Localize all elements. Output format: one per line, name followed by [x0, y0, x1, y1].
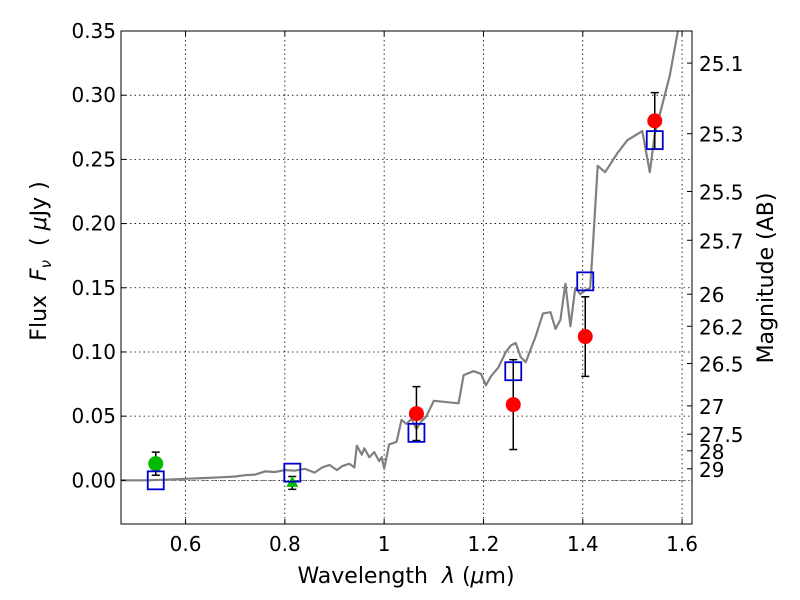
y2-tick-label: 27.5	[699, 423, 744, 447]
model-flux-square	[645, 130, 664, 151]
y2-tick-label: 27	[699, 395, 724, 419]
y2-tick-label: 29	[699, 458, 724, 482]
data-markers	[146, 113, 664, 491]
x-tick-labels: 0.6 0.8 1 1.2 1.4 1.6	[170, 532, 698, 556]
y2-tick-label: 25.3	[699, 123, 744, 147]
y2-tick-label: 25.7	[699, 229, 744, 253]
y2-tick-label: 25.5	[699, 180, 744, 204]
y2-tick-label: 25.1	[699, 52, 744, 76]
sed-model-line-group	[121, 31, 680, 482]
y-tick-label: 0.15	[71, 276, 116, 300]
model-flux-square	[504, 361, 523, 382]
model-flux-square	[146, 470, 165, 491]
observed-flux-point	[577, 329, 593, 345]
y-tick-labels: 0.00 0.05 0.10 0.15 0.20 0.25 0.30 0.35	[71, 19, 116, 492]
y-tick-label: 0.25	[71, 147, 116, 171]
model-flux-square	[407, 422, 426, 443]
model-flux-square	[576, 271, 595, 292]
x-axis-label: Wavelength λ (μm)	[297, 564, 514, 589]
x-tick-label: 0.6	[170, 532, 202, 556]
y-tick-label: 0.00	[71, 468, 116, 492]
x-tick-label: 1.4	[567, 532, 599, 556]
y-axis-label: Flux Fν ( μJy )	[27, 181, 55, 340]
x-tick-label: 1	[378, 532, 391, 556]
y2-tick-label: 26.2	[699, 315, 744, 339]
sed-model-line	[121, 31, 680, 482]
y-tick-label: 0.30	[71, 83, 116, 107]
y2-tick-label: 26.5	[699, 353, 744, 377]
observed-flux-point	[505, 397, 521, 413]
y2-tick-label: 28	[699, 440, 724, 464]
x-tick-label: 1.6	[666, 532, 698, 556]
observed-flux-point	[647, 113, 663, 129]
x-tick-label: 1.2	[468, 532, 500, 556]
x-tick-label: 0.8	[269, 532, 301, 556]
y-tick-label: 0.10	[71, 340, 116, 364]
y2-axis-label: Magnitude (AB)	[754, 193, 779, 364]
observed-flux-point	[408, 406, 424, 422]
axis-ticks	[121, 30, 692, 524]
observed-flux-point	[148, 456, 164, 472]
y-tick-label: 0.35	[71, 19, 116, 43]
y-tick-label: 0.20	[71, 212, 116, 236]
model-flux-square	[283, 462, 302, 483]
y2-tick-label: 26	[699, 283, 724, 307]
plot-frame	[120, 30, 693, 525]
y-tick-label: 0.05	[71, 404, 116, 428]
